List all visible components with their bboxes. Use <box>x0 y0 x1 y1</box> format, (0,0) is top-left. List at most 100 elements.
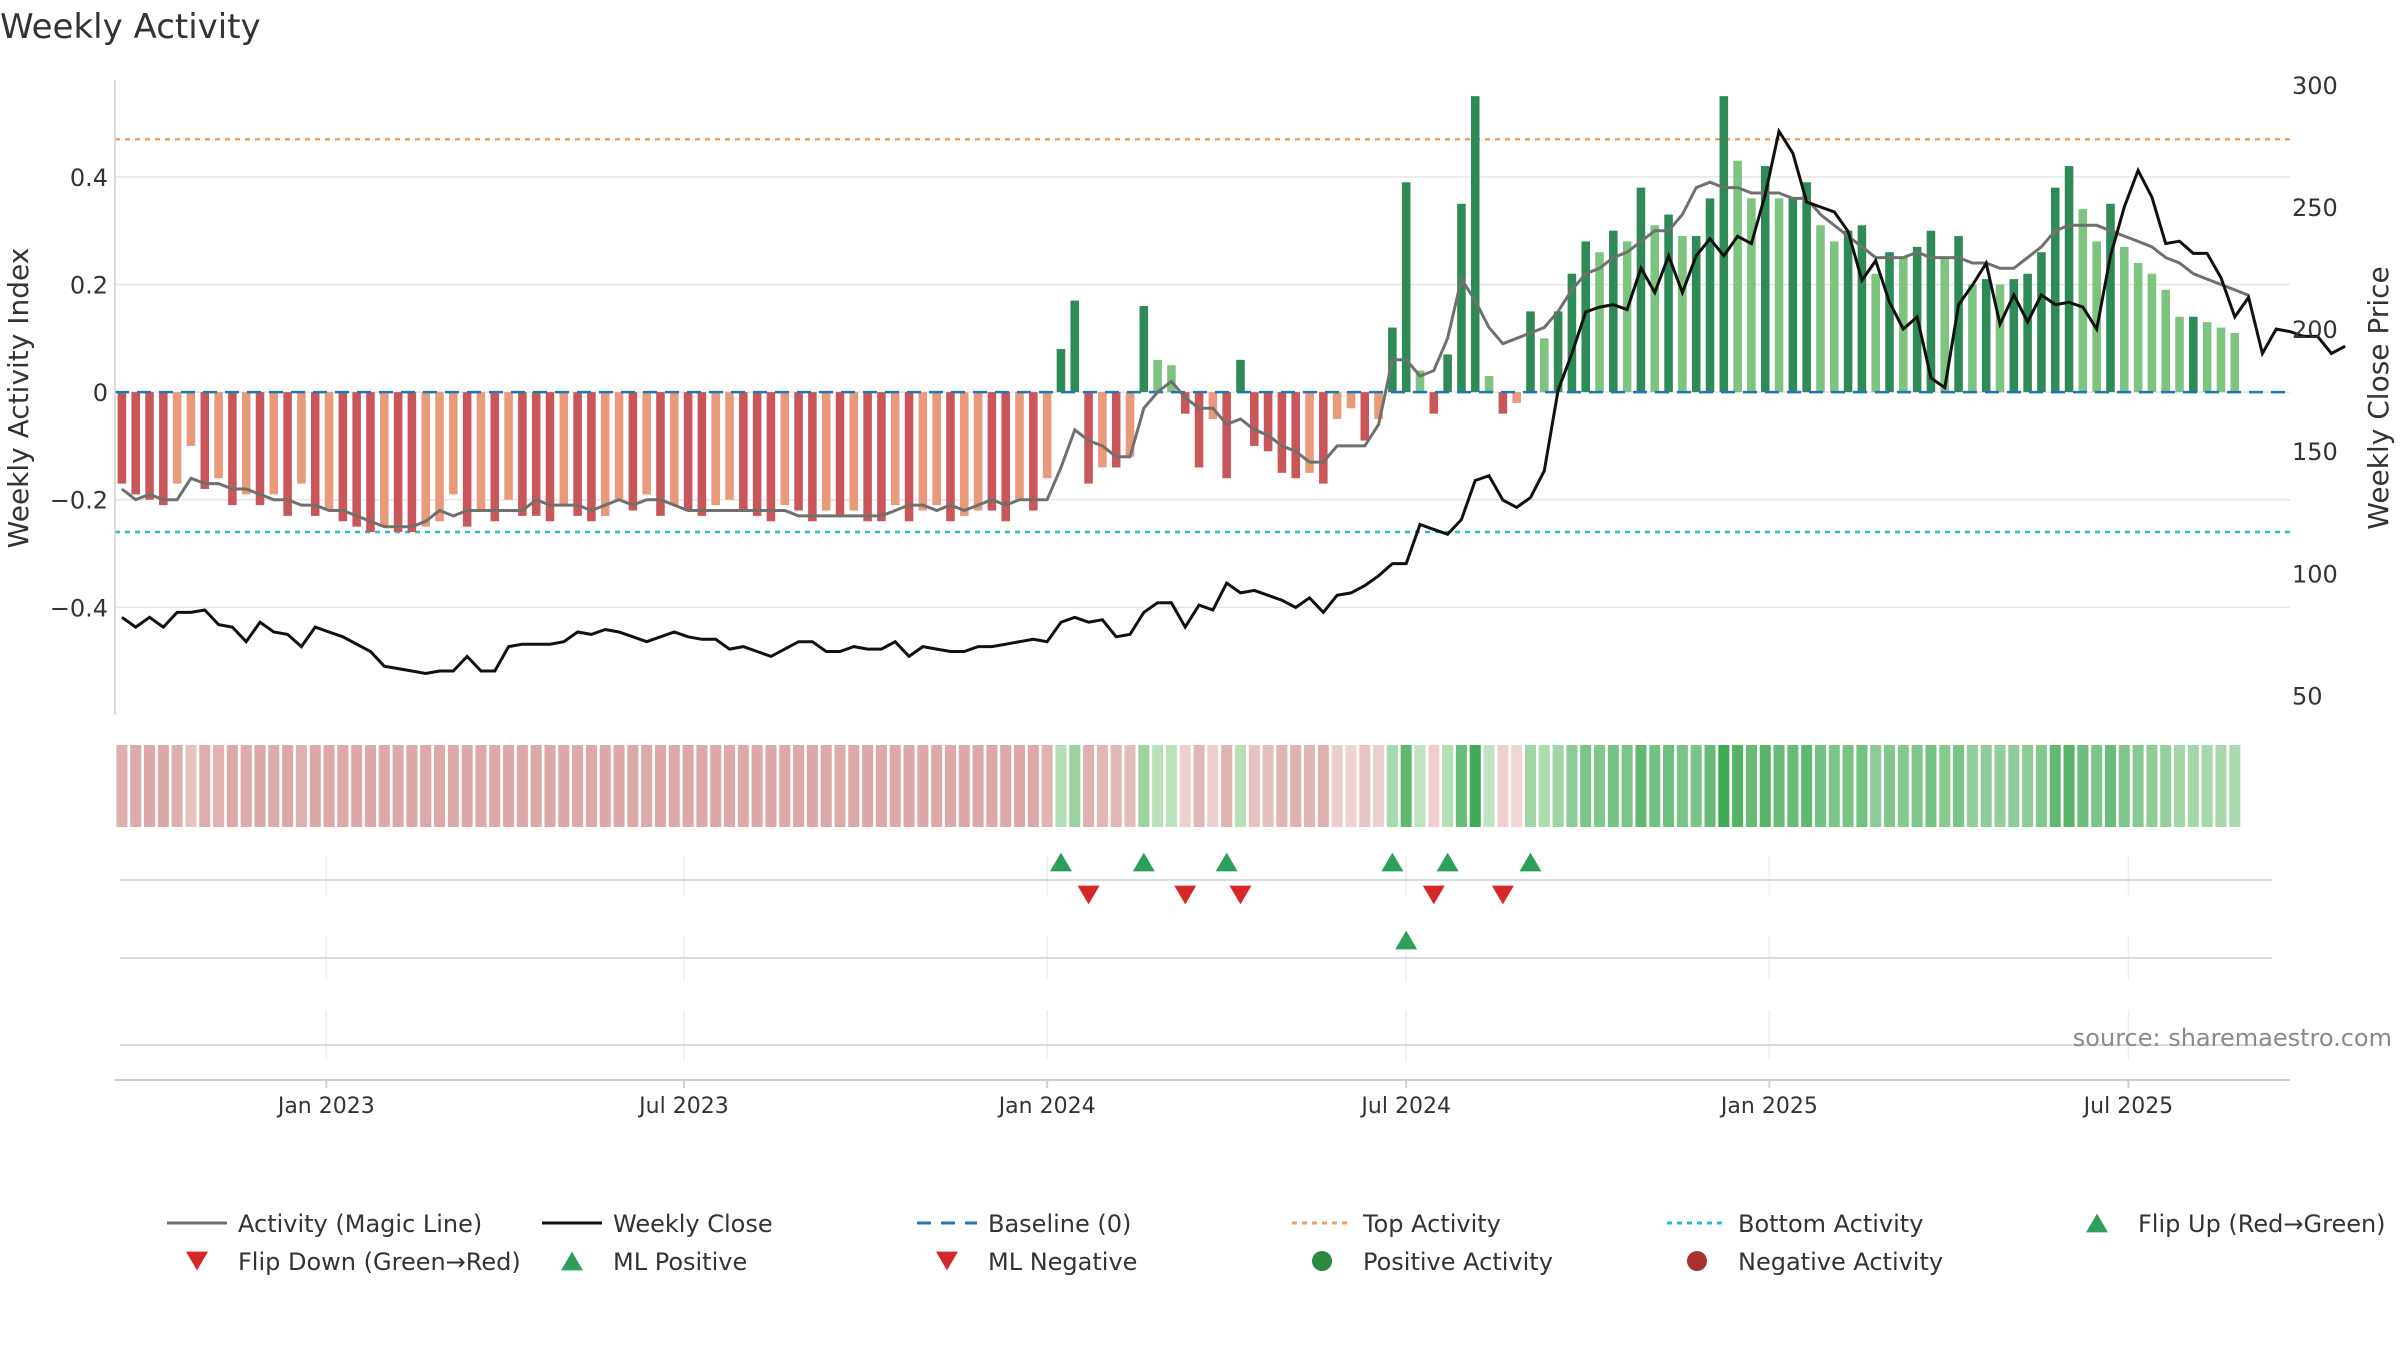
activity-bar <box>904 392 914 522</box>
heat-cell <box>1511 745 1523 827</box>
activity-bar <box>352 392 361 527</box>
left-tick-label: 0 <box>93 379 108 407</box>
activity-bar <box>1995 284 2005 393</box>
activity-bar <box>1360 392 1370 441</box>
activity-bar <box>1015 392 1024 500</box>
activity-bar <box>449 392 458 495</box>
activity-bar <box>1125 392 1135 457</box>
heat-cell <box>806 745 818 827</box>
heat-cell <box>1621 745 1633 827</box>
heat-cell <box>406 745 418 827</box>
heat-cell <box>1745 745 1757 827</box>
legend-label: Positive Activity <box>1363 1248 1553 1276</box>
activity-bar <box>1180 392 1190 414</box>
legend-swatch <box>186 1251 208 1271</box>
heat-cell <box>1718 745 1730 827</box>
left-axis-label: Weekly Activity Index <box>2 248 35 549</box>
heat-cell <box>765 745 777 827</box>
heat-cell <box>1884 745 1896 827</box>
activity-bar <box>725 392 734 500</box>
activity-bar <box>2216 327 2226 393</box>
heat-cell <box>2146 745 2158 827</box>
legend-item: Bottom Activity <box>1667 1210 1923 1238</box>
heat-cell <box>185 745 197 827</box>
heat-cell <box>1110 745 1122 827</box>
activity-bar <box>2133 262 2143 393</box>
activity-bar <box>877 392 886 522</box>
heat-cell <box>682 745 694 827</box>
heat-cell <box>1152 745 1164 827</box>
heat-cell <box>1787 745 1799 827</box>
x-tick-label: Jan 2025 <box>1719 1094 1818 1119</box>
activity-bar <box>1208 392 1218 420</box>
activity-bars <box>117 96 2240 533</box>
heat-cell <box>862 745 874 827</box>
heat-cell <box>2215 745 2227 827</box>
heat-cell <box>434 745 446 827</box>
heat-cell <box>1663 745 1675 827</box>
activity-bar <box>1636 187 1646 393</box>
x-axis: Jan 2023 Jul 2023 Jan 2024 Jul 2024 Jan 2025… <box>115 1079 2290 1119</box>
heat-cell <box>958 745 970 827</box>
magic-line <box>120 180 2250 529</box>
activity-bar <box>946 392 955 522</box>
activity-bar <box>1981 279 1991 393</box>
activity-bar <box>1415 370 1425 393</box>
activity-bar <box>1567 273 1577 393</box>
heat-cell <box>1690 745 1702 827</box>
heat-cell <box>2132 745 2144 827</box>
heat-cell <box>1428 745 1440 827</box>
x-tick-label: Jul 2024 <box>1359 1094 1451 1119</box>
activity-bar <box>1788 198 1798 393</box>
heat-cell <box>724 745 736 827</box>
heat-cell <box>171 745 183 827</box>
heat-cell <box>1676 745 1688 827</box>
activity-bar <box>1167 365 1176 393</box>
activity-bar <box>1816 225 1825 393</box>
activity-bar <box>1802 182 1811 393</box>
activity-bar <box>1498 392 1508 414</box>
heat-cell <box>1732 745 1744 827</box>
heat-cell <box>1290 745 1302 827</box>
activity-bar <box>1429 392 1439 414</box>
heat-cell <box>1607 745 1619 827</box>
activity-bar <box>2023 273 2032 393</box>
heat-cell <box>268 745 280 827</box>
heat-cell <box>1953 745 1965 827</box>
activity-bar <box>1305 392 1314 473</box>
heat-cell <box>1925 745 1937 827</box>
activity-bar <box>407 392 417 533</box>
heat-cell <box>1221 745 1233 827</box>
heat-cell <box>2035 745 2047 827</box>
activity-bar <box>131 392 140 495</box>
heat-cell <box>2022 745 2034 827</box>
activity-bar <box>987 392 997 511</box>
activity-bar <box>1595 252 1604 393</box>
heat-cell <box>254 745 266 827</box>
activity-bar <box>2009 279 2019 393</box>
heat-cell <box>779 745 791 827</box>
activity-bar <box>338 392 348 522</box>
activity-bar <box>159 392 168 506</box>
activity-bar <box>1954 236 1963 393</box>
activity-bar <box>2175 316 2184 393</box>
heat-cell <box>2160 745 2172 827</box>
series-lines <box>120 127 2346 676</box>
activity-bar <box>1691 236 1701 393</box>
heat-cell <box>1897 745 1909 827</box>
activity-bar <box>739 392 748 511</box>
activity-bar <box>1760 166 1770 393</box>
heat-cell <box>240 745 252 827</box>
heat-cell <box>2201 745 2213 827</box>
activity-bar <box>518 392 527 516</box>
heat-cell <box>2187 745 2199 827</box>
activity-bar <box>421 392 430 527</box>
legend-swatch <box>1312 1251 1332 1271</box>
activity-bar <box>2230 332 2240 393</box>
activity-bar <box>766 392 776 522</box>
heat-cell <box>378 745 390 827</box>
activity-bar <box>1871 273 1880 393</box>
activity-bar <box>683 392 693 511</box>
activity-bar <box>255 392 265 506</box>
activity-bar <box>642 392 651 495</box>
